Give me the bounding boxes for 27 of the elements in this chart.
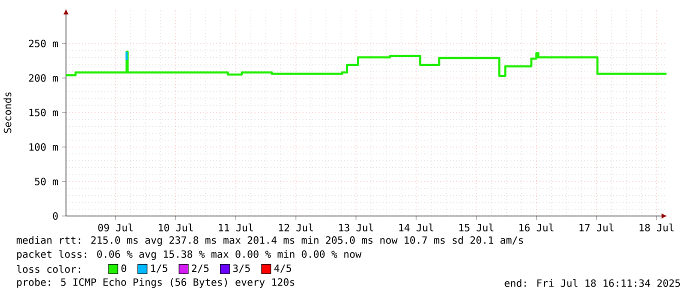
y-tick-label: 0 bbox=[53, 212, 58, 220]
legend-label: 1/5 bbox=[151, 264, 168, 273]
legend-label: 3/5 bbox=[233, 264, 250, 273]
x-tick-label: 16 Jul bbox=[519, 224, 554, 232]
x-tick-label: 17 Jul bbox=[580, 224, 614, 232]
x-tick-label: 09 Jul bbox=[98, 224, 133, 232]
y-tick-label: 150 m bbox=[29, 108, 58, 116]
x-tick-label: 14 Jul bbox=[399, 224, 434, 232]
y-axis-title: Seconds bbox=[4, 92, 12, 133]
x-tick-label: 18 Jul bbox=[640, 224, 674, 232]
y-tick-label: 100 m bbox=[29, 143, 58, 151]
y-tick-label: 200 m bbox=[29, 74, 58, 82]
legend-title: loss color: bbox=[17, 265, 80, 273]
x-tick-label: 12 Jul bbox=[279, 224, 313, 232]
text: end: Fri Jul 18 16:11:34 2025 bbox=[504, 279, 680, 287]
y-tick-label: 50 m bbox=[35, 178, 58, 186]
x-tick-label: 11 Jul bbox=[218, 224, 253, 232]
x-tick-label: 10 Jul bbox=[158, 224, 193, 232]
y-tick-label: 250 m bbox=[29, 40, 58, 48]
text: packet loss: 0.06 % avg 15.38 % max 0.00 % min 0.00 % now bbox=[17, 250, 362, 260]
text: probe: 5 ICMP Echo Pings (56 Bytes) every 120s bbox=[17, 278, 294, 288]
text: median rtt: 215.0 ms avg 237.8 ms max 201.4 ms min 205.0 ms now 10.7 ms sd 20.1 am/s bbox=[16, 236, 523, 246]
legend-label: 4/5 bbox=[274, 264, 292, 273]
x-tick-label: 15 Jul bbox=[459, 224, 494, 232]
x-tick-label: 13 Jul bbox=[339, 224, 374, 232]
legend-label: 2/5 bbox=[192, 264, 209, 273]
legend-label: 0 bbox=[121, 264, 126, 272]
